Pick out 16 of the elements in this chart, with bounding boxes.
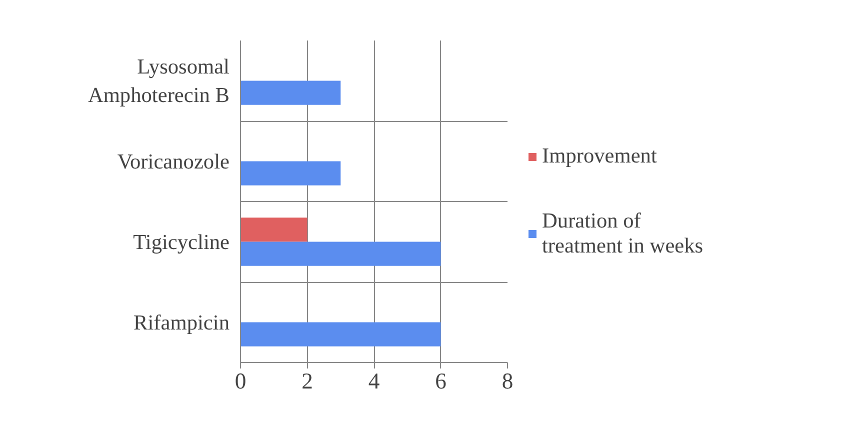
x-tick-label: 8 [502,368,514,394]
y-tick-label: Voricanozole [117,149,230,174]
y-tick-label: Rifampicin [134,310,230,334]
bar [240,161,341,186]
bar [240,242,441,266]
bar [240,322,441,346]
legend-label: Improvement [542,144,657,168]
y-tick-label: Tigicycline [133,230,230,254]
bar [240,218,308,242]
bar [240,80,341,105]
x-tick-label: 2 [302,368,313,394]
legend-label: Duration of treatment in weeks [542,208,704,258]
x-tick-label: 4 [368,368,380,394]
x-tick-label: 0 [234,368,246,394]
x-tick-label: 6 [435,368,446,394]
y-tick-label: Lysosomal Amphoterecin B [88,54,230,108]
